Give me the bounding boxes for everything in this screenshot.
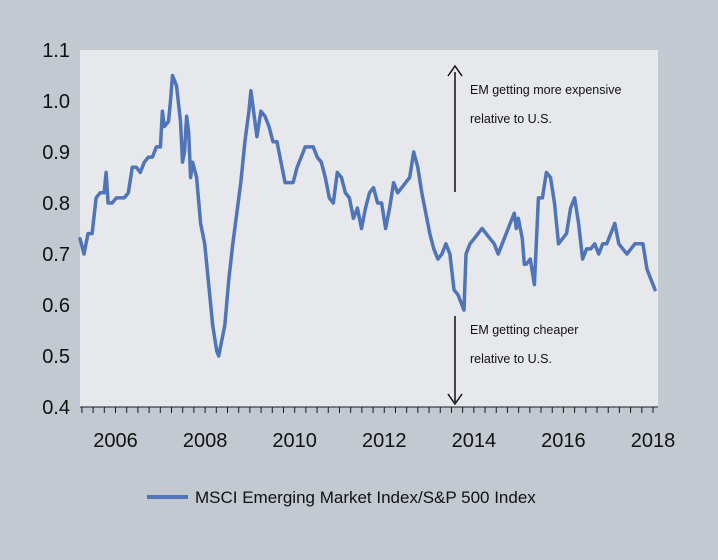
y-tick-label: 0.7 [42,244,70,266]
series-group [78,73,657,358]
annotation-expensive: EM getting more expensive relative to U.… [447,64,622,192]
y-tick-label: 0.5 [42,346,70,368]
annotation-expensive-line2: relative to U.S. [470,112,552,126]
annotation-cheaper-line2: relative to U.S. [470,352,552,366]
y-axis-ticks: 0.4 0.5 0.6 0.7 0.8 0.9 1.0 1.1 [42,40,70,419]
legend-label: MSCI Emerging Market Index/S&P 500 Index [195,488,536,507]
arrow-up-head [447,64,463,77]
x-tick-label: 2018 [631,430,676,452]
y-tick-label: 0.4 [42,397,70,419]
x-tick-label: 2008 [183,430,228,452]
y-tick-label: 0.8 [42,193,70,215]
legend: MSCI Emerging Market Index/S&P 500 Index [147,488,536,507]
plot-area [80,50,658,407]
y-tick-label: 0.9 [42,142,70,164]
y-tick-label: 1.1 [42,40,70,62]
annotation-cheaper-line1: EM getting cheaper [470,323,578,337]
x-tick-label: 2016 [541,430,586,452]
x-tick-label: 2010 [272,430,317,452]
arrow-down-head [447,393,463,406]
annotation-expensive-line1: EM getting more expensive [470,83,622,97]
annotation-cheaper: EM getting cheaper relative to U.S. [447,316,578,406]
x-tick-label: 2006 [93,430,138,452]
x-tick-label: 2012 [362,430,407,452]
x-tick-label: 2014 [452,430,497,452]
x-axis-ticks: 2006 2008 2010 2012 2014 2016 2018 [81,407,676,452]
y-tick-label: 0.6 [42,295,70,317]
y-tick-label: 1.0 [42,91,70,113]
series-line [78,73,657,358]
